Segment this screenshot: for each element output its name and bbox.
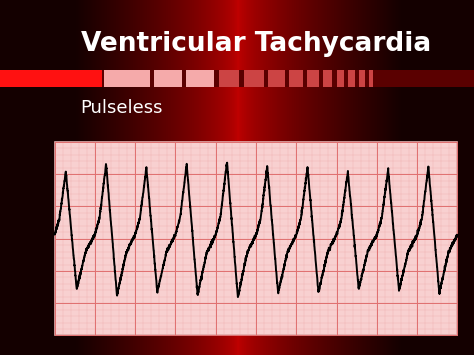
Bar (244, 70, 264, 87)
Bar (154, 70, 182, 87)
Bar (337, 70, 344, 87)
Text: Ventricular Tachycardia: Ventricular Tachycardia (81, 31, 431, 58)
Bar (359, 70, 365, 87)
Bar (0, 70, 102, 87)
Bar (219, 70, 239, 87)
Bar (323, 70, 332, 87)
Bar (104, 70, 150, 87)
Bar (289, 70, 303, 87)
Text: Pulseless: Pulseless (81, 99, 163, 117)
Bar (307, 70, 319, 87)
Bar (268, 70, 285, 87)
Bar (55, 142, 457, 335)
Bar (369, 70, 373, 87)
Bar (186, 70, 214, 87)
Bar (348, 70, 355, 87)
Bar (0, 70, 474, 87)
